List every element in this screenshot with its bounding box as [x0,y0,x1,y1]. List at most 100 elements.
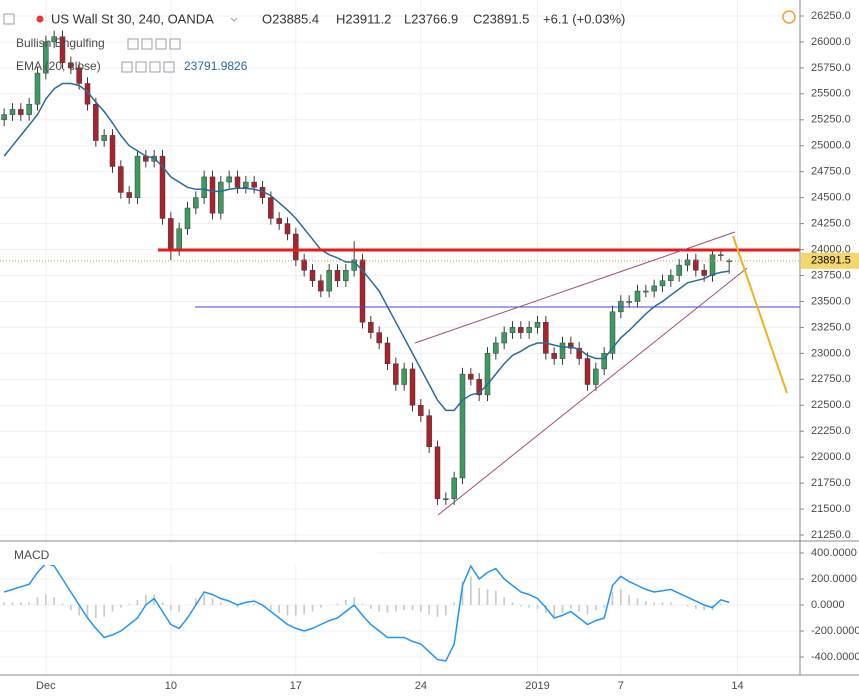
macd-histogram-bar [603,605,605,608]
macd-histogram-bar [353,597,355,606]
collapse-icon[interactable] [3,13,15,25]
candle-body [576,347,582,359]
candle-body [159,155,166,219]
macd-histogram-bar [703,605,705,611]
macd-histogram-bar [36,597,39,606]
macd-histogram-bar [670,602,672,606]
x-tick-label: 10 [165,680,177,692]
macd-histogram-bar [628,594,630,606]
macd-histogram-bar [95,605,97,619]
y-tick-label: 25750.0 [811,62,851,74]
y-tick-label: 21750.0 [811,477,851,489]
macd-histogram-bar [595,605,597,611]
macd-histogram-bar [395,605,397,612]
candle-body [401,368,407,385]
candle-body [318,280,324,292]
candle-body [301,259,307,271]
macd-histogram-bar [636,598,639,606]
macd-histogram-bar [386,605,389,613]
macd-legend-bg [0,545,378,565]
candle-body [376,332,382,344]
macd-histogram-bar [645,601,647,606]
wedge-lower [437,267,748,516]
candle-body [59,36,66,63]
alert-icon[interactable] [782,10,796,24]
macd-histogram-bar [161,602,164,606]
candle-body [109,135,116,167]
y-tick-label: 23500.0 [811,295,851,307]
macd-line [3,562,730,662]
candle-body [609,311,616,354]
macd-histogram-bar [311,605,314,612]
candle-body [484,353,491,396]
macd-histogram-bar [620,589,622,606]
candle-body [626,301,632,303]
macd-histogram-bar [661,602,664,606]
candle-body [251,181,257,188]
macd-histogram-bar [103,605,105,617]
indicator-label[interactable]: Bullish Engulfing [16,36,105,50]
macd-histogram-bar [61,603,64,606]
macd-histogram-bar [720,603,722,606]
button[interactable] [127,38,139,50]
candle-body [643,290,649,293]
macd-histogram-bar [128,603,130,606]
candle-body [93,103,99,141]
y-tick-label: 400.0000 [811,547,857,559]
macd-histogram-bar [20,602,22,606]
candle-body [184,207,191,230]
y-tick-label: 22250.0 [811,425,851,437]
candle-body [559,342,566,359]
macd-histogram-bar [170,605,172,611]
macd-histogram-bar [370,605,372,609]
y-tick-label: 24500.0 [811,192,851,204]
macd-histogram-bar [436,605,439,617]
x-tick-label: 7 [618,680,624,692]
candle-body [676,264,682,276]
macd-histogram-bar [428,605,430,615]
candle-body [134,155,141,198]
macd-histogram-bar [111,605,114,612]
status-dot [36,15,44,23]
macd-histogram-bar [453,602,455,606]
button[interactable] [169,38,181,50]
x-tick-label: 2019 [525,680,549,692]
candle-body [101,135,107,141]
dropdown-icon[interactable] [230,17,238,22]
macd-histogram-bar [303,605,305,615]
candle-body [359,259,366,323]
macd-histogram-bar [78,605,80,616]
candle-body [268,197,274,219]
macd-histogram-bar [220,602,222,606]
macd-histogram-bar [203,594,205,606]
button[interactable] [163,61,175,73]
last-price-box [801,252,859,269]
candle-body [459,373,466,479]
candle-body [34,72,41,105]
y-tick-label: 25500.0 [811,88,851,100]
macd-histogram-bar [270,605,272,611]
candle-body [568,342,574,349]
button[interactable] [149,61,161,73]
wedge-upper [414,231,736,344]
y-tick-label: 0.0000 [811,599,845,611]
candle-body [9,109,16,115]
button[interactable] [121,61,133,73]
macd-histogram-bar [278,605,280,613]
marks: 23891.5 [0,30,859,662]
candle-body [701,270,707,276]
macd-histogram-bar [611,591,614,606]
candle-body [709,254,716,276]
candle-body [634,290,641,302]
symbol-title[interactable]: US Wall St 30, 240, OANDA [51,11,214,26]
ema-label[interactable]: EMA (20, close) [16,59,101,73]
button[interactable] [135,61,147,73]
candle-body [218,181,224,214]
button[interactable] [141,38,153,50]
candle-body [18,109,24,115]
macd-histogram-bar [3,602,5,606]
x-tick-label: 17 [290,680,302,692]
macd-label[interactable]: MACD [14,548,50,562]
macd-histogram-bar [578,605,580,612]
button[interactable] [155,38,167,50]
